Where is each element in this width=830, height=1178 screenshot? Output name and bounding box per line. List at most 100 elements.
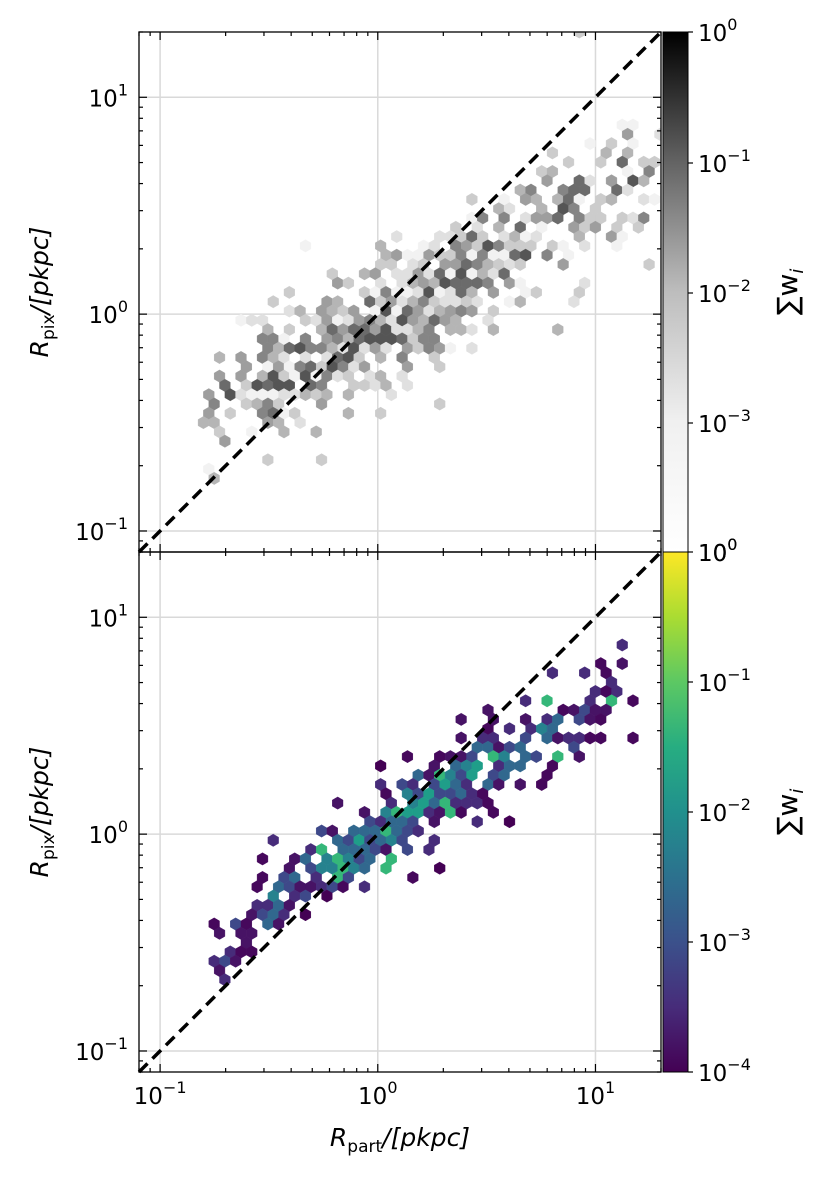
top-colorbar-label: ∑wi	[771, 269, 808, 316]
hexbin-cell	[466, 304, 478, 318]
hexbin-cell	[530, 750, 542, 764]
top-one-to-one-line	[137, 30, 663, 554]
y-tick-label: 101	[89, 600, 128, 632]
hexbin-cell	[573, 32, 585, 39]
hexbin-cell	[552, 211, 564, 225]
colorbar-tick-label: 100	[698, 535, 737, 567]
hexbin-cell	[342, 406, 354, 420]
top-ticks: 101 100 10−1	[75, 31, 662, 553]
hexbin-cell	[316, 453, 328, 467]
bottom-colorbar-gradient	[662, 551, 689, 1073]
hexbin-cell	[643, 258, 655, 271]
hexbin-cell	[584, 137, 596, 151]
hexbin-cell	[579, 239, 591, 253]
hexbin-cell	[541, 248, 553, 262]
top-colorbar-ticks: 100 10−1 10−2 10−3 100	[688, 15, 751, 567]
y-tick-label: 100	[89, 297, 128, 329]
hexbin-cell	[455, 712, 467, 726]
hexbin-cell	[466, 341, 478, 355]
hexbin-cell	[283, 285, 295, 299]
hexbin-cell	[401, 843, 413, 857]
bottom-one-to-one-line	[137, 550, 663, 1074]
hexbin-cell	[514, 258, 526, 271]
hexbin-cell	[503, 815, 516, 829]
hexbin-cell	[358, 861, 371, 875]
hexbin-cell	[616, 638, 628, 652]
bottom-colorbar-ticks: 10−1 10−2 10−3 10−4 100	[688, 535, 751, 1087]
bottom-ticks: 101 100 10−110−1 100 101	[75, 551, 662, 1110]
hexbin-cell	[455, 805, 467, 819]
hexbin-cell	[493, 778, 505, 791]
top-hexbins	[197, 32, 661, 485]
hexbin-cell	[536, 778, 548, 791]
hexbin-cell	[213, 351, 226, 364]
hexbin-cell	[487, 805, 499, 819]
hexbin-cell	[337, 880, 349, 894]
hexbin-cell	[487, 323, 499, 337]
x-axis-label: Rpart/[pkpc]	[330, 1123, 470, 1157]
hexbin-cell	[375, 759, 387, 773]
hexbin-cell	[595, 712, 607, 726]
hexbin-cell	[407, 871, 419, 884]
y-tick-label: 100	[89, 817, 128, 849]
x-tick-label: 100	[358, 1078, 397, 1110]
hexbin-cell	[375, 406, 387, 420]
hexbin-cell	[294, 416, 306, 430]
hexbin-cell	[563, 155, 575, 169]
hexbin-cell	[273, 917, 285, 931]
hexbin-cell	[358, 880, 371, 894]
y-tick-label: 10−1	[75, 1034, 128, 1066]
hexbin-cell	[530, 285, 542, 299]
hexbin-cell	[428, 815, 440, 829]
hexbin-cell	[256, 852, 269, 866]
hexbin-cell	[546, 666, 558, 680]
hexbin-cell	[299, 239, 311, 253]
hexbin-cell	[401, 378, 413, 392]
bottom-y-axis-label: Rpix/[pkpc]	[25, 747, 59, 878]
y-tick-label: 10−1	[75, 514, 128, 546]
colorbar-tick-label: 100	[698, 535, 737, 567]
hexbin-cell	[611, 239, 623, 253]
hexbin-cell	[342, 388, 354, 402]
top-colorbar: 100 10−1 10−2 10−3 100 ∑wi	[662, 15, 808, 567]
hexbin-cell	[595, 731, 607, 745]
hexbin-cell	[514, 295, 526, 309]
top-y-axis-label: Rpix/[pkpc]	[25, 227, 59, 358]
hexbin-cell	[316, 397, 328, 411]
hexbin-cell	[342, 276, 354, 290]
hexbin-cell	[514, 778, 526, 791]
hexbin-cell	[321, 889, 333, 903]
hexbin-cell	[503, 295, 516, 309]
hexbin-cell	[541, 694, 553, 708]
hexbin-cell	[278, 425, 290, 439]
hexbin-cell	[541, 174, 553, 188]
hexbin-cell	[648, 192, 660, 206]
colorbar-tick-label: 10−1	[698, 665, 751, 697]
colorbar-tick-label: 10−4	[698, 1055, 751, 1087]
hexbin-cell	[375, 351, 387, 364]
hexbin-cell	[471, 815, 483, 829]
colorbar-tick-label: 10−3	[698, 925, 751, 957]
hexbin-cell	[514, 759, 526, 773]
bottom-hexbins	[208, 638, 639, 987]
hexbin-cell	[262, 453, 274, 467]
hexbin-cell	[213, 926, 226, 940]
hexbin-cell	[316, 824, 328, 838]
hexbin-cell	[584, 731, 596, 745]
bottom-colorbar: 10−1 10−2 10−3 10−4 100 ∑wi	[662, 535, 808, 1087]
hexbin-cell	[638, 192, 650, 206]
hexbin-cell	[299, 908, 311, 922]
hexbin-cell	[546, 146, 558, 160]
hexbin-cell	[246, 313, 258, 327]
hexbin-cell	[283, 304, 295, 318]
hexbin-cell	[412, 824, 424, 838]
bottom-panel: 101 100 10−110−1 100 101	[75, 550, 663, 1110]
hexbin-cell	[503, 722, 516, 736]
colorbar-tick-label: 10−3	[698, 406, 751, 438]
hexbin-cell	[595, 155, 607, 169]
colorbar-tick-label: 10−1	[698, 146, 751, 178]
hexbin-cell	[455, 731, 467, 745]
y-tick-label: 101	[89, 80, 128, 112]
hexbin-cell	[434, 397, 446, 411]
